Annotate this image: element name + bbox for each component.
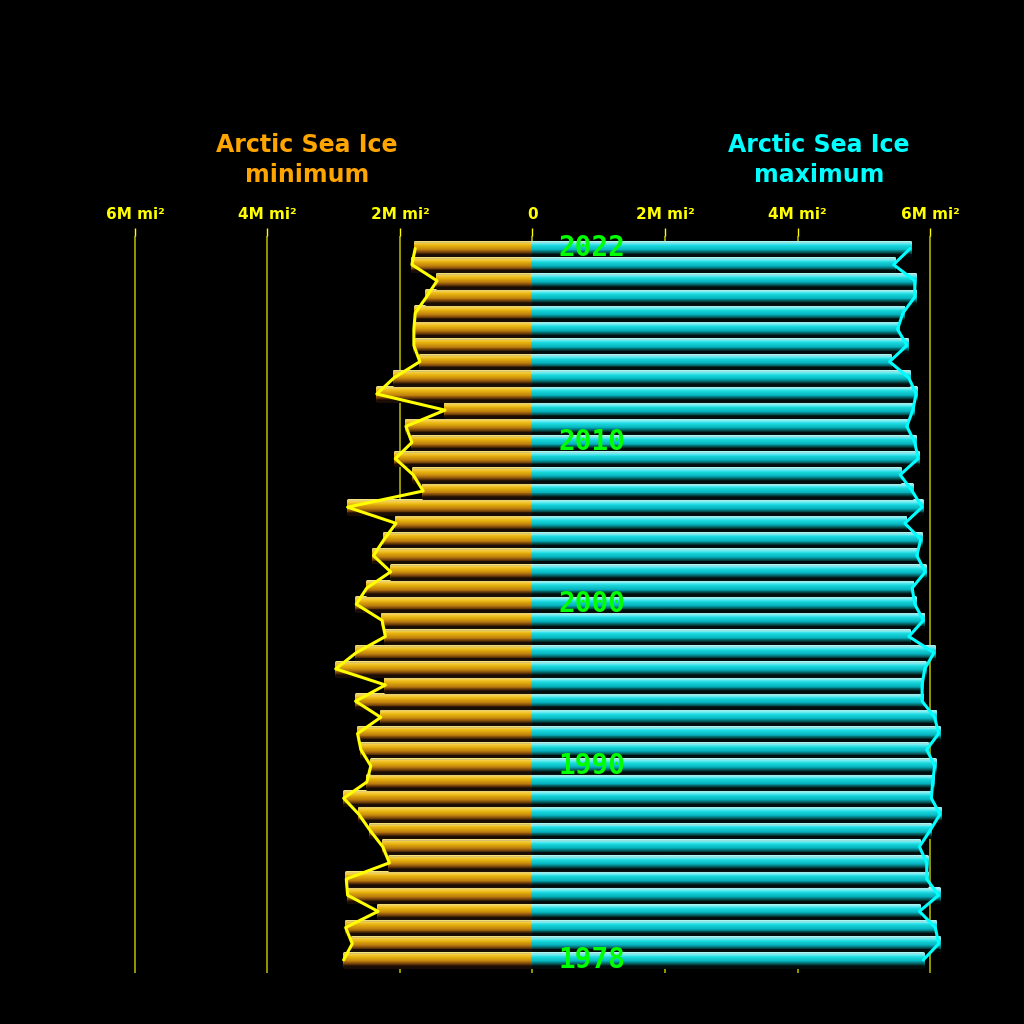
Text: Arctic Sea Ice
maximum: Arctic Sea Ice maximum: [728, 133, 910, 186]
Text: 1990: 1990: [559, 752, 626, 780]
Text: Arctic Sea Ice
minimum: Arctic Sea Ice minimum: [216, 133, 398, 186]
Text: 2010: 2010: [559, 428, 626, 457]
Text: 2000: 2000: [559, 590, 626, 618]
Text: 1978: 1978: [559, 946, 626, 974]
Text: 2022: 2022: [559, 234, 626, 262]
